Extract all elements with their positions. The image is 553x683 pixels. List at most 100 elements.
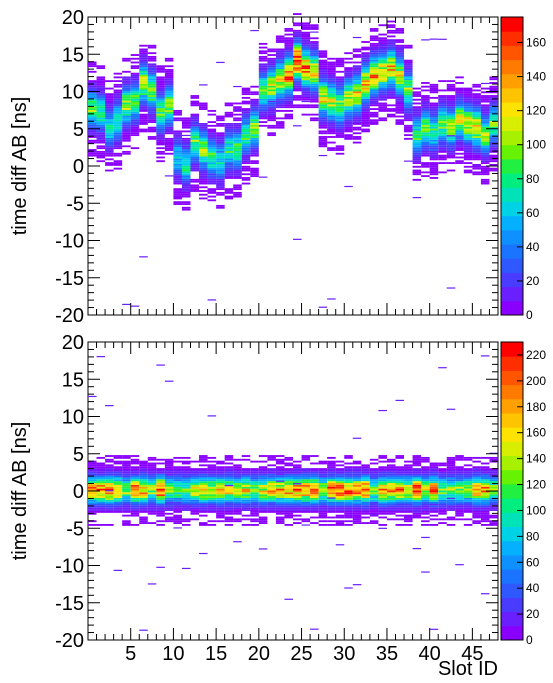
heatmap-cell (429, 169, 439, 172)
heatmap-cell (113, 89, 123, 92)
heatmap-cell (96, 82, 106, 84)
heatmap-cell (429, 479, 439, 482)
heatmap-cell (301, 475, 311, 478)
heatmap-cell (241, 121, 251, 124)
heatmap-cell (489, 100, 498, 103)
colorbar-band (501, 17, 523, 32)
heatmap-cell (310, 70, 319, 73)
heatmap-cell (378, 82, 387, 84)
heatmap-cell (293, 484, 302, 487)
heatmap-cell (199, 102, 208, 105)
heatmap-cell (335, 102, 345, 105)
heatmap-cell (344, 496, 353, 498)
outlier-cell (301, 524, 311, 526)
heatmap-cell (463, 473, 473, 476)
heatmap-cell (216, 507, 225, 510)
heatmap-cell (216, 178, 225, 181)
heatmap-cell (395, 499, 405, 502)
heatmap-cell (122, 136, 131, 138)
heatmap-cell (105, 119, 114, 122)
heatmap-cell (156, 136, 165, 138)
heatmap-cell (429, 156, 439, 159)
heatmap-cell (327, 132, 336, 135)
heatmap-cell (421, 98, 430, 101)
heatmap-cell (250, 130, 259, 133)
heatmap-cell (258, 72, 268, 75)
outlier-cell (267, 100, 276, 103)
heatmap-cell (207, 178, 217, 181)
heatmap-cell (310, 28, 319, 30)
heatmap-cell (361, 106, 370, 109)
heatmap-cell (386, 488, 396, 491)
heatmap-cell (327, 115, 336, 118)
heatmap-cell (267, 70, 276, 73)
heatmap-cell (122, 89, 131, 92)
heatmap-cell (156, 117, 165, 120)
heatmap-cell (250, 469, 259, 472)
heatmap-cell (318, 501, 328, 504)
heatmap-cell (258, 91, 268, 94)
heatmap-cell (463, 484, 473, 487)
heatmap-cell (446, 462, 456, 465)
heatmap-cell (275, 518, 285, 521)
heatmap-cell (472, 173, 481, 176)
heatmap-cell (241, 494, 251, 497)
heatmap-cell (241, 497, 251, 500)
heatmap-cell (258, 503, 268, 506)
heatmap-cell (463, 106, 473, 109)
heatmap-cell (122, 130, 131, 133)
heatmap-cell (438, 111, 447, 114)
heatmap-cell (139, 78, 148, 81)
heatmap-cell (224, 505, 234, 508)
heatmap-cell (156, 152, 165, 155)
heatmap-cell (421, 152, 430, 155)
heatmap-cell (301, 469, 311, 472)
heatmap-cell (318, 468, 328, 470)
heatmap-cell (113, 473, 123, 476)
heatmap-cell (463, 499, 473, 502)
heatmap-cell (199, 468, 208, 470)
heatmap-cell (224, 188, 234, 191)
heatmap-cell (369, 46, 379, 49)
heatmap-cell (361, 494, 370, 497)
heatmap-cell (96, 147, 106, 150)
heatmap-cell (463, 117, 473, 120)
heatmap-cell (463, 100, 473, 103)
heatmap-cell (369, 490, 379, 493)
heatmap-cell (310, 26, 319, 29)
heatmap-cell (395, 78, 405, 81)
heatmap-cell (267, 501, 276, 504)
heatmap-cell (361, 130, 370, 133)
heatmap-cell (489, 503, 498, 506)
heatmap-cell (250, 108, 259, 110)
heatmap-cell (241, 469, 251, 472)
heatmap-cell (318, 477, 328, 480)
heatmap-cell (181, 488, 191, 491)
heatmap-cell (275, 501, 285, 504)
heatmap-cell (369, 85, 379, 88)
heatmap-cell (327, 460, 336, 463)
heatmap-cell (310, 505, 319, 508)
heatmap-cell (438, 128, 447, 131)
heatmap-cell (395, 497, 405, 500)
heatmap-cell (386, 54, 396, 56)
heatmap-cell (395, 83, 405, 86)
heatmap-cell (105, 469, 114, 472)
heatmap-cell (156, 477, 165, 480)
heatmap-cell (361, 46, 370, 49)
heatmap-cell (335, 496, 345, 498)
heatmap-cell (369, 59, 379, 62)
heatmap-cell (327, 121, 336, 124)
heatmap-cell (88, 132, 97, 135)
heatmap-cell (421, 126, 430, 129)
heatmap-cell (199, 173, 208, 176)
heatmap-cell (284, 93, 293, 96)
heatmap-cell (318, 496, 328, 498)
heatmap-cell (130, 74, 140, 77)
colorbar-tick-label: 60 (526, 206, 540, 220)
heatmap-cell (327, 136, 336, 138)
heatmap-cell (224, 475, 234, 478)
heatmap-cell (489, 156, 498, 159)
heatmap-cell (88, 494, 97, 497)
heatmap-cell (412, 464, 422, 467)
